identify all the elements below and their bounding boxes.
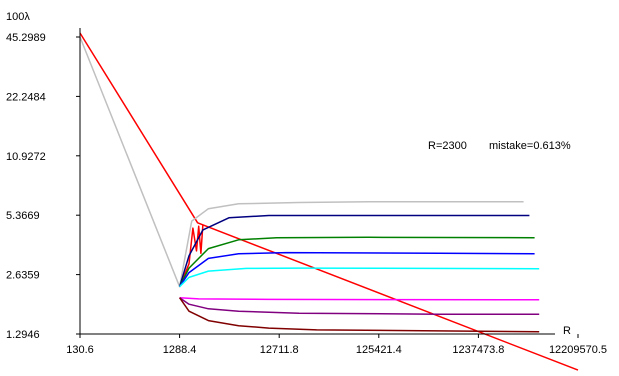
y-tick-label: 2.6359 bbox=[6, 270, 40, 282]
x-tick-label: 130.6 bbox=[66, 344, 94, 356]
series-line-6 bbox=[179, 267, 540, 288]
x-tick-label: 1288.4 bbox=[163, 344, 197, 356]
axes bbox=[79, 28, 555, 335]
y-tick-label: 1.2946 bbox=[6, 329, 40, 341]
series-line-3 bbox=[178, 214, 530, 287]
x-tick-label: 12711.8 bbox=[260, 344, 299, 356]
y-tick-label: 10.9272 bbox=[6, 151, 46, 163]
annotation-mistake: mistake=0.613% bbox=[489, 140, 571, 152]
y-tick-label: 22.2484 bbox=[6, 91, 46, 103]
x-tick-label: 125421.4 bbox=[356, 344, 402, 356]
series-line-9 bbox=[178, 297, 540, 333]
x-tick-label: 1237473.8 bbox=[452, 344, 504, 356]
series-line-8 bbox=[179, 297, 540, 315]
x-axis-label: R bbox=[563, 325, 571, 337]
ticks: 130.6 1288.4 12711.8 125421.4 1237473.8 12209… bbox=[6, 32, 607, 356]
series-line-5 bbox=[178, 251, 535, 288]
series-line-4 bbox=[178, 236, 535, 288]
annotation-r-value: R=2300 bbox=[428, 140, 467, 152]
y-axis-label: 100λ bbox=[6, 11, 30, 23]
series-line-2 bbox=[79, 36, 524, 288]
x-tick-label: 12209570.5 bbox=[549, 344, 607, 356]
series-line-7 bbox=[179, 296, 540, 301]
series-line-0 bbox=[79, 32, 579, 371]
series-layer bbox=[79, 32, 579, 371]
y-tick-label: 45.2989 bbox=[6, 32, 46, 44]
series-line-1 bbox=[179, 224, 204, 287]
y-tick-label: 5.3669 bbox=[6, 210, 40, 222]
